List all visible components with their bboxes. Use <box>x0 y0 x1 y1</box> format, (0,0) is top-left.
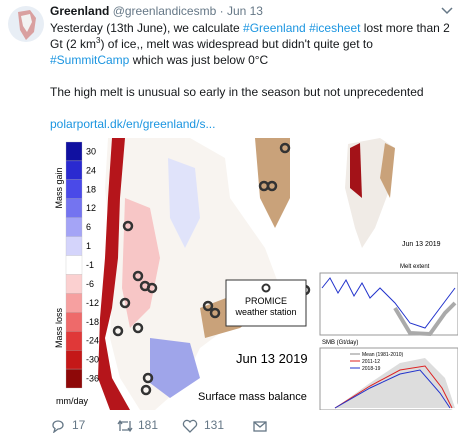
color-swatch <box>65 312 83 332</box>
mass-gain: Mass gain <box>54 167 64 208</box>
map-caption: Surface mass balance <box>198 391 307 403</box>
color-swatch <box>65 293 83 313</box>
color-swatch <box>65 198 83 218</box>
text-segment: which was just below 0°C <box>129 53 269 67</box>
text-segment: Yesterday (13th June), we calculate <box>50 21 244 35</box>
map-date: Jun 13 2019 <box>236 351 308 366</box>
mass-loss: Mass loss <box>54 308 64 349</box>
tweet-text: The high melt is unusual so early in the… <box>50 85 424 99</box>
caret[interactable] <box>440 6 454 16</box>
legend-label: 2011-12 <box>362 359 380 365</box>
dm-icon[interactable] <box>252 419 268 433</box>
scale-label: 30 <box>86 146 96 156</box>
scale-label: -18 <box>86 317 99 327</box>
scale-label: -36 <box>86 374 99 384</box>
scale-label: 6 <box>86 222 91 232</box>
unit: mm/day <box>56 396 89 406</box>
hashtag[interactable]: #SummitCamp <box>50 53 130 67</box>
retweet-icon[interactable] <box>116 419 134 433</box>
retweet-count[interactable]: 181 <box>138 418 159 432</box>
scale-label: -24 <box>86 336 99 346</box>
scale-label: -12 <box>86 298 99 308</box>
handle[interactable]: @greenlandicesmb <box>112 4 217 18</box>
station-label: PROMICE weather station <box>234 296 296 317</box>
scale-label: -1 <box>86 260 94 270</box>
like-count[interactable]: 131 <box>204 418 225 432</box>
color-swatch <box>65 141 83 162</box>
text-segment: 3 <box>96 36 101 45</box>
header: Greenland @greenlandicesmb · Jun 13 <box>50 4 263 18</box>
smb-label: SMB (Gt/day) <box>322 340 358 346</box>
color-swatch <box>65 217 83 237</box>
scale-label: -6 <box>86 279 94 289</box>
legend-label: Mean (1981-2010) <box>362 352 403 358</box>
text-segment: ) of ice,, melt was widespread but didn'… <box>100 37 373 51</box>
scale-label: -30 <box>86 355 99 365</box>
color-swatch <box>65 179 83 199</box>
color-swatch <box>65 160 83 180</box>
scale-label: 18 <box>86 184 96 194</box>
color-swatch <box>65 274 83 294</box>
color-swatch <box>65 368 83 389</box>
inset-date: Jun 13 2019 <box>402 241 441 248</box>
color-swatch <box>65 331 83 351</box>
date[interactable]: · Jun 13 <box>219 4 263 18</box>
melt-extent: Melt extent <box>400 264 430 270</box>
hashtag[interactable]: #Greenland <box>243 21 306 35</box>
color-swatch <box>65 236 83 256</box>
reply-icon[interactable] <box>50 419 66 433</box>
color-swatch <box>65 255 83 275</box>
scale-label: 24 <box>86 165 96 175</box>
avatar[interactable] <box>8 6 44 42</box>
link[interactable]: polarportal.dk/en/greenland/s... <box>50 117 216 131</box>
scale-label: 12 <box>86 203 96 213</box>
like-icon[interactable] <box>182 419 198 433</box>
tweet-text: Yesterday (13th June), we calculate #Gre… <box>50 20 455 68</box>
author-name[interactable]: Greenland <box>50 4 110 18</box>
reply-count[interactable]: 17 <box>72 418 86 432</box>
legend-label: 2018-19 <box>362 366 381 372</box>
scale-label: 1 <box>86 241 91 251</box>
text-segment: lost more than 2 Gt (2 km <box>50 21 450 51</box>
hashtag[interactable]: #icesheet <box>309 21 361 35</box>
color-swatch <box>65 350 83 370</box>
attached-image[interactable]: PROMICE weather station Jun 13 2019 Surfa… <box>50 138 458 410</box>
